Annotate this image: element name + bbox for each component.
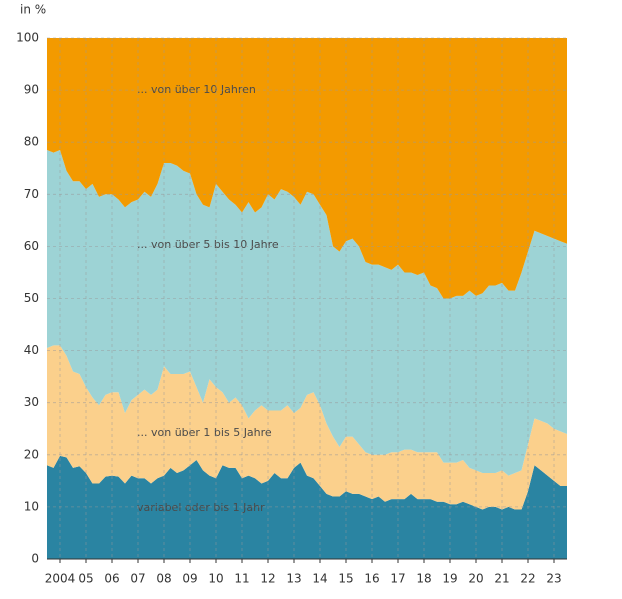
x-tick-label: 19 bbox=[442, 572, 457, 586]
x-tick-label: 21 bbox=[494, 572, 509, 586]
area bbox=[47, 150, 567, 476]
x-tick-label: 18 bbox=[416, 572, 431, 586]
x-tick-label: 12 bbox=[260, 572, 275, 586]
area bbox=[47, 455, 567, 559]
y-tick-label: 90 bbox=[24, 83, 39, 97]
x-tick-label: 11 bbox=[234, 572, 249, 586]
x-tick-label: 2004 bbox=[45, 572, 76, 586]
y-tick-label: 50 bbox=[24, 291, 39, 305]
y-tick-label: 40 bbox=[24, 343, 39, 357]
y-tick-label: 0 bbox=[31, 552, 39, 566]
x-tick-label: 22 bbox=[520, 572, 535, 586]
x-tick-label: 08 bbox=[156, 572, 171, 586]
x-tick-label: 07 bbox=[130, 572, 145, 586]
y-tick-label: 60 bbox=[24, 239, 39, 253]
y-tick-label: 80 bbox=[24, 135, 39, 149]
y-tick-label: 70 bbox=[24, 187, 39, 201]
area bbox=[47, 38, 567, 299]
series-label: ... von über 5 bis 10 Jahre bbox=[137, 238, 279, 251]
y-tick-label: 30 bbox=[24, 395, 39, 409]
y-tick-label: 20 bbox=[24, 447, 39, 461]
x-tick-label: 15 bbox=[338, 572, 353, 586]
series-label: ... von über 10 Jahren bbox=[137, 83, 256, 96]
x-tick-label: 20 bbox=[468, 572, 483, 586]
area bbox=[47, 345, 567, 510]
x-tick-label: 13 bbox=[286, 572, 301, 586]
x-tick-label: 23 bbox=[546, 572, 561, 586]
series-label: variabel oder bis 1 Jahr bbox=[137, 501, 265, 514]
y-tick-label: 100 bbox=[16, 31, 39, 45]
x-tick-label: 05 bbox=[78, 572, 93, 586]
series-label: ... von über 1 bis 5 Jahre bbox=[137, 426, 272, 439]
x-tick-label: 10 bbox=[208, 572, 223, 586]
x-tick-label: 17 bbox=[390, 572, 405, 586]
y-axis-label: in % bbox=[20, 3, 46, 17]
y-tick-label: 10 bbox=[24, 499, 39, 513]
x-tick-label: 09 bbox=[182, 572, 197, 586]
x-tick-label: 14 bbox=[312, 572, 327, 586]
x-tick-label: 16 bbox=[364, 572, 379, 586]
x-tick-label: 06 bbox=[104, 572, 119, 586]
